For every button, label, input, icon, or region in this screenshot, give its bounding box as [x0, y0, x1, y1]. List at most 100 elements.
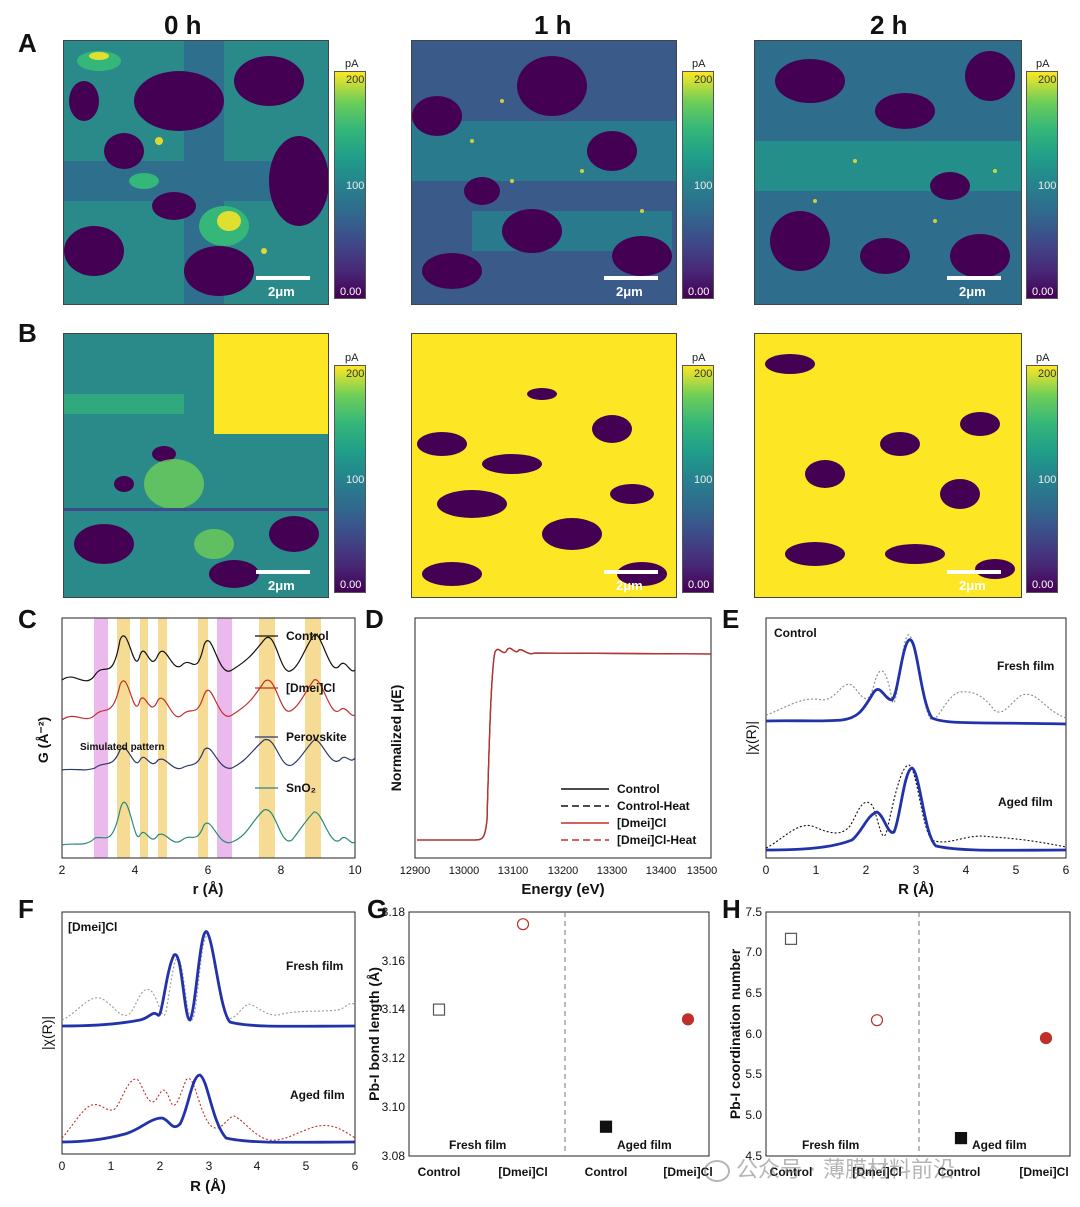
plot-frame: [414, 617, 712, 859]
series-fresh-data: [61, 934, 356, 1021]
data-point: [1039, 1031, 1053, 1045]
plot-frame: [61, 617, 356, 859]
y-axis-label-g: Pb-I bond length (Å): [366, 967, 382, 1101]
x-tick: 13300: [597, 865, 628, 877]
series-fresh-fit: [765, 638, 1067, 726]
series-sno2-line: [61, 801, 356, 846]
series-aged-fit: [61, 1073, 356, 1144]
panel-label-c: C: [18, 604, 37, 634]
x-tick: 1: [813, 863, 820, 877]
legend-dmei: [Dmei]Cl: [617, 816, 666, 830]
watermark-text: 公众号 · 薄膜材料前沿: [736, 1158, 955, 1183]
plot-frame: [408, 911, 710, 1157]
x-category: Control: [418, 1165, 461, 1179]
scale-bar-label: 2μm: [959, 284, 986, 299]
y-tick: 3.16: [382, 954, 406, 968]
colorbar-max: 200: [346, 74, 365, 86]
data-point: [599, 1120, 613, 1133]
y-tick: 7.0: [745, 945, 762, 959]
x-tick: 5: [1013, 863, 1020, 877]
colorbar-unit: pA: [1036, 58, 1050, 70]
series-fresh-data: [765, 634, 1067, 721]
highlight-band: [305, 618, 321, 858]
series-fresh-fit: [61, 930, 356, 1028]
colorbar-unit: pA: [692, 352, 706, 364]
panel-label-h: H: [722, 894, 741, 924]
y-ticks-h: 4.5 5.0 5.5 6.0 6.5 7.0 7.5: [745, 905, 762, 1163]
colorbar-unit: pA: [1036, 352, 1050, 364]
group-label-fresh: Fresh film: [449, 1138, 506, 1152]
cafm-map-b-0h: [63, 333, 329, 598]
colorbar-mid: 100: [346, 474, 365, 486]
y-axis-label-h: Pb-I coordination number: [727, 948, 743, 1119]
plot-frame: [61, 911, 356, 1155]
x-category: [Dmei]Cl: [663, 1165, 712, 1179]
y-tick: 5.0: [745, 1108, 762, 1122]
panel-label-d: D: [365, 604, 384, 634]
y-tick: 3.08: [382, 1149, 406, 1163]
x-category: [Dmei]Cl: [1019, 1165, 1068, 1179]
chart-c: Control [Dmei]Cl Perovskite SnO₂ Simulat…: [35, 617, 362, 898]
x-categories-h: Control [Dmei]Cl Control [Dmei]Cl: [770, 1165, 1069, 1179]
series-aged-data: [61, 1077, 356, 1141]
group-label-aged: Aged film: [972, 1138, 1027, 1152]
x-categories-g: Control [Dmei]Cl Control [Dmei]Cl: [418, 1165, 713, 1179]
chart-e: Control Fresh film Aged film 0 1 2 3 4 5…: [743, 617, 1070, 898]
colorbar: [334, 71, 366, 299]
x-ticks-c: 2 4 6 8 10: [59, 863, 362, 877]
label-fresh-film: Fresh film: [997, 659, 1054, 673]
colorbar: [1026, 71, 1058, 299]
x-tick: 4: [963, 863, 970, 877]
x-axis-label-d: Energy (eV): [521, 881, 604, 898]
x-tick: 1: [108, 1159, 115, 1173]
time-label-1h: 1 h: [534, 10, 572, 40]
x-tick: 3: [206, 1159, 213, 1173]
highlight-band: [94, 618, 108, 858]
data-point: [954, 1132, 968, 1145]
time-label-0h: 0 h: [164, 10, 202, 40]
x-tick: 2: [59, 863, 66, 877]
highlight-band: [117, 618, 130, 858]
y-tick: 5.5: [745, 1067, 762, 1081]
y-axis-label-d: Normalized μ(E): [388, 685, 404, 792]
scale-bar: [947, 570, 1001, 574]
colorbar-min: 0.00: [340, 286, 362, 298]
annotation-simulated: Simulated pattern: [80, 742, 164, 753]
scale-bar: [256, 276, 310, 280]
x-tick: 0: [763, 863, 770, 877]
colorbar-mid: 100: [1038, 180, 1057, 192]
plot-frame: [765, 617, 1067, 859]
colorbar-min: 0.00: [1032, 286, 1054, 298]
group-label-aged: Aged film: [617, 1138, 672, 1152]
panel-label-e: E: [722, 604, 740, 634]
colorbar-max: 200: [694, 368, 713, 380]
x-tick: 6: [1063, 863, 1070, 877]
y-tick: 3.12: [382, 1051, 406, 1065]
x-axis-label-e: R (Å): [898, 881, 934, 898]
chart-f: [Dmei]Cl Fresh film Aged film 0 1 2 3 4 …: [39, 911, 359, 1195]
scale-bar: [256, 570, 310, 574]
x-axis-label-c: r (Å): [193, 881, 224, 898]
x-tick: 13200: [548, 865, 579, 877]
x-ticks-e: 0 1 2 3 4 5 6: [763, 863, 1070, 877]
legend-perovskite: Perovskite: [286, 730, 347, 744]
x-tick: 13500: [687, 865, 718, 877]
x-axis-label-f: R (Å): [190, 1178, 226, 1195]
panel-label-b: B: [18, 318, 37, 348]
colorbar: [682, 365, 714, 593]
series-perovskite-line: [61, 739, 356, 771]
colorbar-unit: pA: [692, 58, 706, 70]
series-control-line: [61, 634, 356, 682]
y-tick: 3.14: [382, 1002, 406, 1016]
x-tick: 2: [157, 1159, 164, 1173]
x-ticks-f: 0 1 2 3 4 5 6: [59, 1159, 359, 1173]
legend-control: Control: [617, 782, 660, 796]
y-axis-label-c: G (Å⁻²): [35, 717, 51, 763]
legend-control: Control: [286, 629, 329, 643]
colorbar-min: 0.00: [688, 286, 710, 298]
chart-d: Control Control-Heat [Dmei]Cl [Dmei]Cl-H…: [388, 617, 718, 898]
time-label-2h: 2 h: [870, 10, 908, 40]
series-aged-data: [765, 764, 1067, 849]
colorbar: [682, 71, 714, 299]
chart-title-f: [Dmei]Cl: [68, 920, 117, 934]
